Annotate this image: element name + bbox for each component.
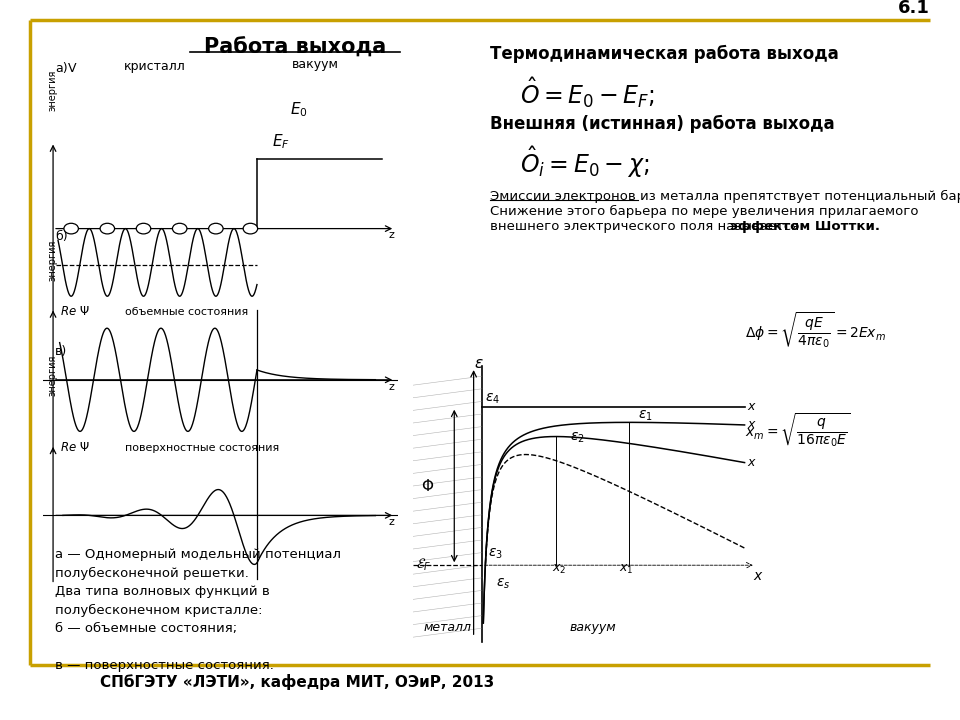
- Text: кристалл: кристалл: [124, 60, 186, 73]
- Text: $x_2$: $x_2$: [552, 563, 566, 577]
- Text: $\Phi$: $\Phi$: [421, 478, 434, 494]
- Text: эффектом Шоттки.: эффектом Шоттки.: [730, 220, 880, 233]
- Text: $\Delta\phi = \sqrt{\dfrac{qE}{4\pi\epsilon_0}} = 2Ex_m$: $\Delta\phi = \sqrt{\dfrac{qE}{4\pi\epsi…: [745, 310, 886, 350]
- Circle shape: [64, 223, 79, 234]
- Text: Снижение этого барьера по мере увеличения прилагаемого: Снижение этого барьера по мере увеличени…: [490, 205, 919, 218]
- Text: $x_m = \sqrt{\dfrac{q}{16\pi\epsilon_0 E}}$: $x_m = \sqrt{\dfrac{q}{16\pi\epsilon_0 E…: [745, 411, 851, 449]
- Text: $\hat{O}_i = E_0 - \chi;$: $\hat{O}_i = E_0 - \chi;$: [520, 145, 649, 181]
- Text: $x$: $x$: [747, 456, 757, 469]
- Text: $x$: $x$: [747, 418, 757, 431]
- Text: СПбГЭТУ «ЛЭТИ», кафедра МИТ, ОЭиР, 2013: СПбГЭТУ «ЛЭТИ», кафедра МИТ, ОЭиР, 2013: [100, 674, 494, 690]
- Text: $E_0$: $E_0$: [290, 101, 308, 120]
- Text: $\varepsilon$: $\varepsilon$: [473, 356, 483, 371]
- Text: б): б): [55, 230, 67, 243]
- Text: Работа выхода: Работа выхода: [204, 37, 386, 58]
- Text: Re $\Psi$: Re $\Psi$: [60, 441, 89, 454]
- Text: вакуум: вакуум: [569, 621, 615, 634]
- Text: V: V: [68, 62, 77, 75]
- Text: в): в): [55, 345, 67, 358]
- Circle shape: [136, 223, 151, 234]
- Text: внешнего электрического поля называется: внешнего электрического поля называется: [490, 220, 804, 233]
- Text: Внешняя (истинная) работа выхода: Внешняя (истинная) работа выхода: [490, 115, 834, 133]
- Text: $\varepsilon_s$: $\varepsilon_s$: [495, 577, 510, 591]
- Text: поверхностные состояния: поверхностные состояния: [126, 443, 279, 453]
- Text: $\varepsilon_3$: $\varepsilon_3$: [489, 546, 503, 561]
- Text: $\varepsilon_1$: $\varepsilon_1$: [637, 409, 653, 423]
- Text: а — Одномерный модельный потенциал
полубесконечной решетки.
Два типа волновых фу: а — Одномерный модельный потенциал полуб…: [55, 548, 341, 672]
- Text: $x_1$: $x_1$: [619, 563, 634, 577]
- Text: энергия: энергия: [47, 239, 57, 281]
- Circle shape: [173, 223, 187, 234]
- Text: z: z: [389, 517, 395, 527]
- Circle shape: [243, 223, 257, 234]
- Text: 6.1: 6.1: [899, 0, 930, 17]
- Text: металл: металл: [423, 621, 471, 634]
- Text: $x$: $x$: [753, 569, 763, 583]
- Text: объемные состояния: объемные состояния: [126, 307, 249, 318]
- Text: а): а): [55, 62, 67, 75]
- Text: $x$: $x$: [747, 400, 757, 413]
- Text: энергия: энергия: [47, 69, 57, 111]
- Text: $\varepsilon_2$: $\varepsilon_2$: [570, 430, 585, 444]
- Text: $\mathcal{E}_F$: $\mathcal{E}_F$: [416, 557, 431, 573]
- Circle shape: [100, 223, 114, 234]
- Text: Re $\Psi$: Re $\Psi$: [60, 305, 89, 318]
- Text: z: z: [389, 230, 395, 240]
- Text: $\varepsilon_4$: $\varepsilon_4$: [485, 392, 500, 406]
- Text: вакуум: вакуум: [292, 58, 339, 71]
- Bar: [413, 360, 482, 648]
- Text: Эмиссии электронов из металла препятствует потенциальный барьер.: Эмиссии электронов из металла препятству…: [490, 190, 960, 203]
- Text: $E_F$: $E_F$: [272, 132, 290, 151]
- Text: $\hat{O} = E_0 - E_F;$: $\hat{O} = E_0 - E_F;$: [520, 75, 655, 109]
- Circle shape: [208, 223, 223, 234]
- Text: энергия: энергия: [47, 354, 57, 396]
- Text: z: z: [389, 382, 395, 392]
- Text: Термодинамическая работа выхода: Термодинамическая работа выхода: [490, 45, 839, 63]
